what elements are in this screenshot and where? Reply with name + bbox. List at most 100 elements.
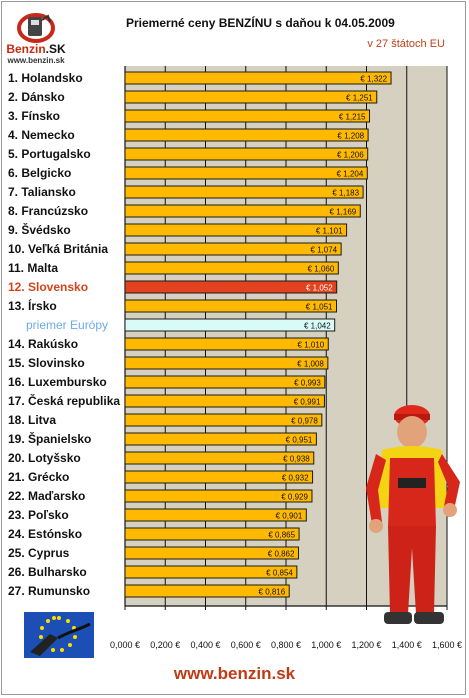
data-label: € 0,993 <box>294 379 321 388</box>
benzin-logo: Benzin.SK www.benzin.sk <box>6 8 66 68</box>
data-label: € 1,060 <box>308 265 335 274</box>
category-label: 5. Portugalsko <box>8 147 91 161</box>
bar <box>124 565 298 579</box>
data-label: € 1,206 <box>337 151 364 160</box>
data-label: € 1,010 <box>298 341 325 350</box>
category-label: 9. Švédsko <box>8 223 71 237</box>
data-label: € 0,901 <box>276 512 303 521</box>
data-label: € 0,938 <box>283 455 310 464</box>
data-label: € 0,862 <box>268 550 295 559</box>
bar <box>124 223 348 237</box>
category-label: 24. Estónsko <box>8 527 83 541</box>
category-label: 3. Fínsko <box>8 109 61 123</box>
x-tick-label: 0,000 € <box>110 640 140 650</box>
category-label: 13. Írsko <box>8 299 57 313</box>
bar <box>124 109 371 123</box>
data-label: € 0,816 <box>259 588 286 597</box>
category-label: 2. Dánsko <box>8 90 65 104</box>
bar <box>124 432 317 446</box>
category-label: 14. Rakúsko <box>8 337 79 351</box>
category-label: 12. Slovensko <box>8 280 89 294</box>
data-label: € 1,204 <box>337 170 364 179</box>
bar <box>124 147 369 161</box>
bar <box>124 356 329 370</box>
logo-brand-main: Benzin <box>6 42 46 56</box>
data-label: € 0,865 <box>268 531 295 540</box>
data-label: € 1,322 <box>360 75 387 84</box>
category-label: 17. Česká republika <box>8 394 121 408</box>
category-label: 4. Nemecko <box>8 128 75 142</box>
logo-url: www.benzin.sk <box>7 56 65 65</box>
footer-url: www.benzin.sk <box>173 664 296 683</box>
bar <box>124 584 290 598</box>
bar <box>124 318 336 332</box>
bar <box>124 261 339 275</box>
data-label: € 0,929 <box>281 493 308 502</box>
category-label: 10. Veľká Británia <box>8 242 109 256</box>
category-label: 1. Holandsko <box>8 71 83 85</box>
category-label: 15. Slovinsko <box>8 356 85 370</box>
bar <box>124 527 300 541</box>
category-label: 20. Lotyšsko <box>8 451 81 465</box>
bar <box>124 508 307 522</box>
data-label: € 1,208 <box>337 132 364 141</box>
data-label: € 1,101 <box>316 227 343 236</box>
x-tick-label: 1,200 € <box>351 640 381 650</box>
bar <box>124 489 313 503</box>
category-label: 7. Taliansko <box>8 185 76 199</box>
data-label: € 1,051 <box>306 303 333 312</box>
x-tick-label: 1,400 € <box>392 640 422 650</box>
data-label: € 1,215 <box>339 113 366 122</box>
bar <box>124 128 369 142</box>
data-label: € 1,042 <box>304 322 331 331</box>
x-tick-label: 1,600 € <box>432 640 462 650</box>
data-label: € 0,932 <box>282 474 309 483</box>
data-label: € 0,991 <box>294 398 321 407</box>
category-label: 8. Francúzsko <box>8 204 89 218</box>
bar <box>124 394 325 408</box>
x-tick-label: 0,600 € <box>231 640 261 650</box>
category-label: 11. Malta <box>8 261 59 275</box>
data-label: € 0,978 <box>291 417 318 426</box>
data-label: € 0,951 <box>286 436 313 445</box>
data-label: € 1,251 <box>346 94 373 103</box>
bar <box>124 71 392 85</box>
bar <box>124 546 299 560</box>
category-label: 22. Maďarsko <box>8 489 86 503</box>
category-label: 23. Poľsko <box>8 508 69 522</box>
data-label: € 1,008 <box>297 360 324 369</box>
category-label: 19. Španielsko <box>8 432 92 446</box>
category-label: 6. Belgicko <box>8 166 72 180</box>
category-label: 16. Luxembursko <box>8 375 107 389</box>
data-label: € 1,169 <box>330 208 357 217</box>
fuel-pump-logo-icon <box>17 13 55 43</box>
data-label: € 1,052 <box>306 284 333 293</box>
chart-title: Priemerné ceny BENZÍNU s daňou k 04.05.2… <box>126 16 395 30</box>
chart-subtitle: v 27 štátoch EU <box>367 38 445 50</box>
category-label: 21. Grécko <box>8 470 70 484</box>
bar <box>124 299 338 313</box>
mechanic-mascot-icon <box>366 405 460 624</box>
x-tick-label: 0,400 € <box>190 640 220 650</box>
bar <box>124 337 329 351</box>
bar <box>124 90 378 104</box>
category-label: 26. Bulharsko <box>8 565 87 579</box>
bar <box>124 280 338 294</box>
bar <box>124 185 364 199</box>
category-label: 27. Rumunsko <box>8 584 91 598</box>
eu-flag-nozzle-icon <box>24 612 94 658</box>
bar <box>124 413 323 427</box>
bar <box>124 204 361 218</box>
category-label: 25. Cyprus <box>8 546 70 560</box>
data-label: € 0,854 <box>266 569 293 578</box>
bar <box>124 375 326 389</box>
x-tick-label: 1,000 € <box>311 640 341 650</box>
logo-brand: Benzin.SK <box>6 42 66 56</box>
data-label: € 1,183 <box>332 189 359 198</box>
category-label: priemer Európy <box>26 318 109 332</box>
logo-brand-suffix: .SK <box>45 42 66 56</box>
bar <box>124 166 368 180</box>
x-tick-label: 0,200 € <box>150 640 180 650</box>
